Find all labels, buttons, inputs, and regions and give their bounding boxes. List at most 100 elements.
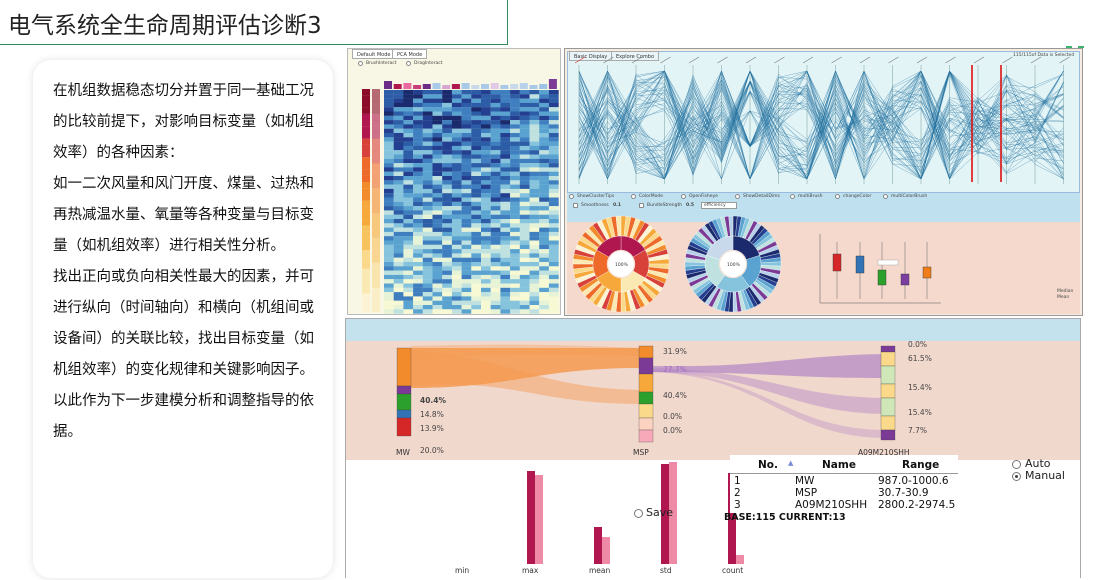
color-mode-radio[interactable] <box>631 194 636 199</box>
heat-cell <box>403 206 414 211</box>
heat-cell <box>539 176 549 181</box>
heat-cell <box>481 300 491 306</box>
change-color-radio[interactable] <box>835 194 840 199</box>
ramp-cell-secondary <box>372 126 380 133</box>
pc-polyline <box>578 70 1064 180</box>
heat-cell <box>413 274 423 280</box>
heat-cell <box>490 128 501 134</box>
heat-cell <box>461 141 472 146</box>
tab-pca-mode[interactable]: PCA Mode <box>392 49 428 59</box>
heat-cell <box>490 102 501 108</box>
heat-cell <box>451 171 462 177</box>
heat-cell <box>442 253 452 258</box>
heat-cell <box>529 201 540 207</box>
heat-cell <box>510 257 520 263</box>
sankey-chart[interactable] <box>345 318 1081 578</box>
heat-cell <box>519 214 530 220</box>
sankey-node-0 <box>396 385 412 395</box>
heat-cell <box>519 150 530 155</box>
heat-cell <box>451 154 462 159</box>
stat-bar-max <box>527 471 535 564</box>
multi-color-brush-radio[interactable] <box>883 194 888 199</box>
heat-cell <box>451 133 462 138</box>
heat-cell <box>461 94 472 99</box>
left-pct-2: 14.8% <box>420 410 444 419</box>
heat-cell <box>403 141 414 146</box>
heat-cell <box>490 309 501 314</box>
axis-a09m210shh: A09M210SHH <box>858 448 910 457</box>
heat-cell <box>481 163 491 168</box>
box <box>855 255 865 274</box>
heat-cell <box>461 98 472 103</box>
heat-cell <box>471 287 482 293</box>
smoothness-checkbox[interactable] <box>573 203 578 208</box>
target-variable-select[interactable]: efficiency <box>701 202 737 209</box>
bundle-strength-checkbox[interactable] <box>639 203 644 208</box>
heat-cell <box>519 188 530 194</box>
manual-radio[interactable] <box>1012 472 1021 481</box>
heat-cell <box>471 266 482 271</box>
heat-cell <box>481 236 491 241</box>
heat-cell <box>529 141 540 146</box>
heat-cell <box>539 292 549 297</box>
heat-cell <box>422 257 433 263</box>
sankey-node-2 <box>880 365 896 385</box>
heat-cell <box>510 219 520 224</box>
heat-cell <box>413 236 423 241</box>
heat-cell <box>500 236 511 241</box>
ramp-cell-secondary <box>372 244 380 251</box>
ramp-cell-secondary <box>372 256 380 263</box>
ramp-cell <box>362 132 370 139</box>
pc-polyline <box>578 70 1064 180</box>
parallel-coordinates-chart[interactable]: 100% 100% <box>565 49 1084 317</box>
drag-interact-radio[interactable] <box>406 61 411 66</box>
heat-cell <box>481 292 491 297</box>
heat-cell <box>384 163 394 168</box>
heat-cell <box>529 188 540 194</box>
heatmap-matrix[interactable] <box>348 49 562 316</box>
open-fisheye-radio[interactable] <box>681 194 686 199</box>
open-fisheye-label: OpenFisheye <box>689 194 718 199</box>
heat-cell <box>403 124 414 129</box>
heat-cell <box>548 214 559 220</box>
heat-cell <box>413 296 423 301</box>
heat-cell <box>451 124 462 129</box>
heat-cell <box>461 150 472 155</box>
heat-cell <box>529 283 540 288</box>
show-detail-dims-radio[interactable] <box>735 194 740 199</box>
save-radio[interactable] <box>634 509 643 518</box>
heat-cell <box>432 240 443 245</box>
heat-cell <box>451 128 462 134</box>
heat-cell <box>432 98 443 103</box>
sort-asc-icon[interactable]: ▲ <box>788 459 794 467</box>
pc-polyline <box>578 70 1064 180</box>
heat-cell <box>510 98 520 103</box>
ramp-cell-secondary <box>372 138 380 145</box>
heat-cell <box>500 219 511 224</box>
heat-cell <box>422 249 433 254</box>
heat-cell <box>539 296 549 301</box>
heat-cell <box>461 176 472 181</box>
heat-cell <box>422 107 433 112</box>
auto-radio[interactable] <box>1012 460 1021 469</box>
heat-cell <box>539 201 549 207</box>
heat-cell <box>451 249 462 254</box>
brush-interact-radio[interactable] <box>358 61 363 66</box>
heat-cell <box>519 176 530 181</box>
heat-cell <box>529 287 540 293</box>
heat-cell <box>471 90 482 95</box>
heat-cell <box>384 227 394 232</box>
show-cluster-tips-radio[interactable] <box>569 194 574 199</box>
left-pct-4: 20.0% <box>420 446 444 455</box>
mid-pct-3: 40.4% <box>663 391 687 400</box>
multi-brush-radio[interactable] <box>790 194 795 199</box>
heat-cell <box>393 150 404 155</box>
tab-explore-combo[interactable]: Explore Combo <box>611 51 660 61</box>
column-bar <box>384 81 392 89</box>
heat-cell <box>529 124 540 129</box>
heat-cell <box>384 300 394 306</box>
pc-axis-label <box>774 56 785 64</box>
heat-cell <box>539 257 549 263</box>
heat-cell <box>442 145 452 151</box>
col-header-no[interactable]: No. <box>758 459 778 471</box>
